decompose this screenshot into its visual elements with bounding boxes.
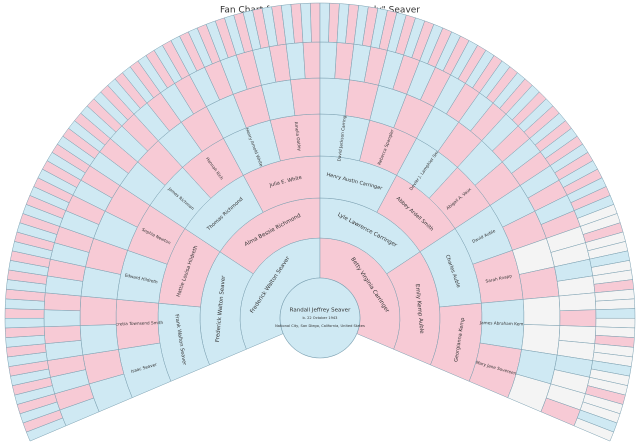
ancestor-cell bbox=[319, 2, 330, 43]
ancestor-cell bbox=[573, 417, 614, 442]
ancestor-name: Sarah Knapp bbox=[485, 273, 513, 284]
ancestor-cell bbox=[319, 41, 338, 79]
ancestor-name: Amelia Oatley bbox=[294, 121, 303, 151]
ancestor-cell bbox=[43, 309, 81, 327]
root-line: Randall Jeffrey Seaver bbox=[290, 308, 351, 314]
ancestor-cell bbox=[79, 295, 118, 326]
ancestor-cell bbox=[595, 308, 636, 319]
ancestor-name: James Abraham Kemp bbox=[479, 320, 527, 327]
ancestor-cell bbox=[310, 2, 321, 43]
ancestor-cell bbox=[595, 317, 636, 329]
ancestor-cell bbox=[319, 77, 350, 116]
ancestor-cell bbox=[522, 295, 561, 326]
ancestor-cell bbox=[79, 324, 119, 356]
ancestor-cell bbox=[43, 325, 82, 344]
ancestor-cell bbox=[290, 77, 321, 116]
ancestor-name: David Jackson Carringer bbox=[336, 111, 347, 162]
ancestor-cell bbox=[558, 292, 597, 312]
ancestor-cell bbox=[4, 308, 45, 319]
root-cell bbox=[279, 277, 361, 359]
ancestor-cell bbox=[302, 41, 321, 79]
root-line: National City, San Diego, California, Un… bbox=[275, 324, 365, 328]
ancestor-cell bbox=[559, 309, 597, 327]
ancestor-name: Emily Kemp Auble bbox=[414, 284, 425, 335]
ancestor-name: Lucretia Townsend Smith bbox=[111, 320, 164, 327]
root-line: b. 22 October 1943 bbox=[303, 316, 338, 320]
ancestor-cell bbox=[4, 317, 45, 329]
